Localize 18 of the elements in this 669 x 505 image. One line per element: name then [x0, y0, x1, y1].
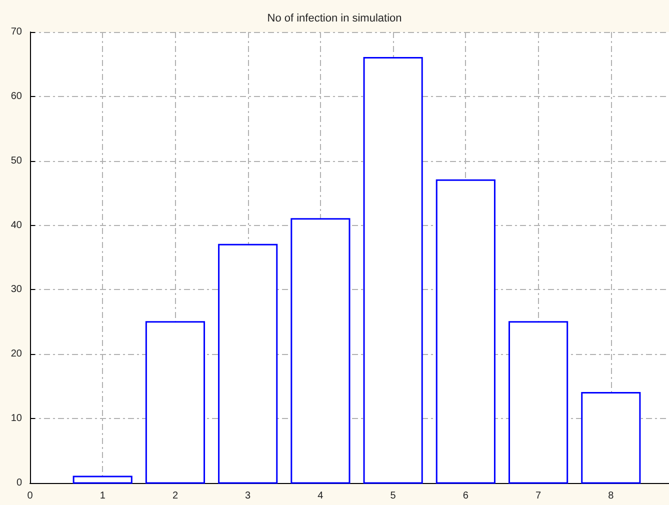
chart-title: No of infection in simulation	[267, 12, 402, 24]
y-tick-label: 70	[10, 26, 22, 38]
x-tick-label: 7	[536, 490, 542, 502]
y-tick-label: 50	[10, 155, 22, 166]
y-tick-label: 30	[10, 284, 22, 296]
y-tick-label: 10	[10, 413, 22, 424]
x-tick-label: 0	[27, 490, 34, 502]
y-tick-label: 0	[16, 478, 22, 488]
y-tick-label: 20	[10, 348, 22, 360]
x-tick-label: 8	[608, 490, 614, 502]
x-tick-label: 4	[318, 490, 324, 502]
x-tick-label: 3	[245, 490, 252, 502]
x-tick-label: 5	[390, 490, 396, 502]
y-tick-label: 40	[10, 220, 22, 231]
x-tick-label: 2	[172, 490, 178, 502]
y-tick-label: 60	[10, 90, 22, 102]
x-tick-label: 1	[100, 490, 106, 502]
x-tick-label: 6	[462, 490, 469, 502]
